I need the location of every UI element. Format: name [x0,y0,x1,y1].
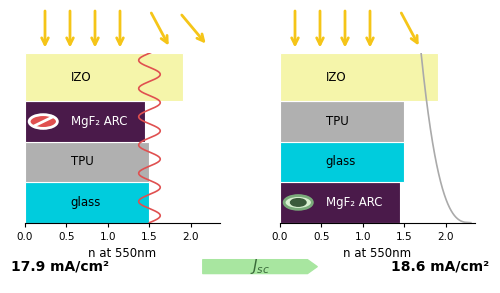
Text: glass: glass [326,156,356,168]
Text: TPU: TPU [326,115,348,128]
Text: glass: glass [70,196,101,209]
Bar [25,53,182,101]
Text: MgF₂ ARC: MgF₂ ARC [326,196,382,209]
Bar [280,101,404,142]
X-axis label: n at 550nm: n at 550nm [88,247,156,260]
Text: $J_{sc}$: $J_{sc}$ [250,257,270,276]
Bar [25,182,150,223]
Circle shape [290,199,306,206]
Text: 17.9 mA/cm²: 17.9 mA/cm² [11,260,109,274]
Text: TPU: TPU [70,156,94,168]
Bar [280,142,404,182]
X-axis label: n at 550nm: n at 550nm [344,247,411,260]
Bar [25,142,150,182]
Bar [25,101,146,142]
Circle shape [284,195,312,209]
Bar [280,53,438,101]
Text: MgF₂ ARC: MgF₂ ARC [70,115,127,128]
Text: IZO: IZO [70,71,92,84]
Circle shape [29,115,58,128]
Text: IZO: IZO [326,71,346,84]
Bar [280,182,400,223]
Text: 18.6 mA/cm²: 18.6 mA/cm² [391,260,489,274]
